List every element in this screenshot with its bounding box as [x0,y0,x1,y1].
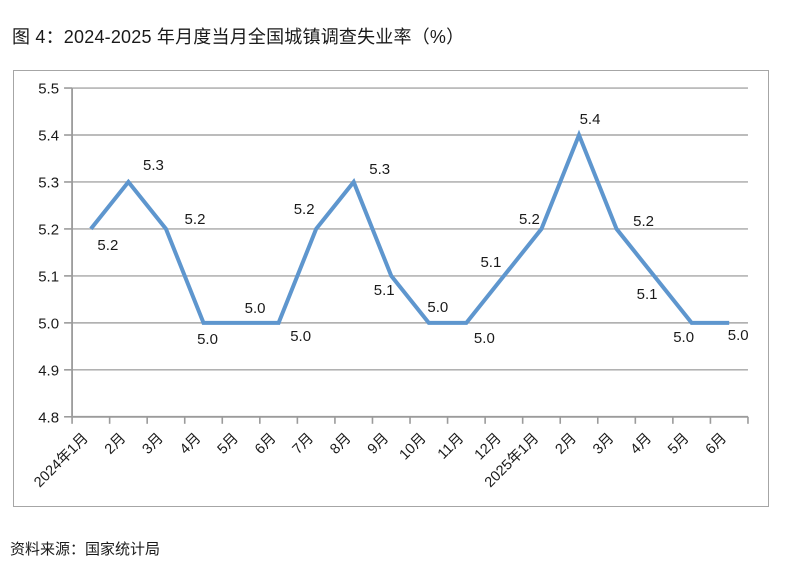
svg-text:5.0: 5.0 [673,329,694,346]
y-axis-labels: 4.8 4.9 5.0 5.1 5.2 5.3 5.4 5.5 [38,81,59,427]
svg-text:5.1: 5.1 [480,254,501,271]
svg-text:5月: 5月 [665,430,692,457]
svg-text:5.3: 5.3 [38,174,59,191]
svg-text:5.0: 5.0 [474,330,495,347]
svg-text:5.4: 5.4 [580,111,601,128]
value-labels: 5.2 5.3 5.2 5.0 5.0 5.0 5.2 5.3 5.1 5.0 5.0 5.1 5.2 5… [97,111,748,348]
svg-text:6月: 6月 [703,430,730,457]
svg-text:12月: 12月 [472,430,505,463]
svg-text:5.1: 5.1 [637,286,658,303]
source-note: 资料来源：国家统计局 [10,541,161,558]
svg-text:5.3: 5.3 [143,157,164,174]
svg-text:4.9: 4.9 [38,362,59,379]
svg-text:3月: 3月 [139,430,166,457]
svg-text:5.2: 5.2 [294,201,315,218]
svg-text:5.0: 5.0 [290,328,311,345]
svg-text:5.2: 5.2 [185,211,206,228]
gridlines [64,87,749,424]
svg-text:2024年1月: 2024年1月 [31,430,92,491]
svg-text:5.2: 5.2 [38,221,59,238]
svg-text:5.2: 5.2 [97,237,118,254]
svg-text:5.0: 5.0 [245,300,266,317]
svg-text:5.0: 5.0 [728,327,749,344]
svg-text:5.5: 5.5 [38,81,59,98]
svg-text:4月: 4月 [177,430,204,457]
svg-text:5.1: 5.1 [38,268,59,285]
svg-text:5月: 5月 [215,430,242,457]
svg-text:10月: 10月 [397,430,430,463]
chart-canvas: 4.8 4.9 5.0 5.1 5.2 5.3 5.4 5.5 2024年1月 2月 3月 4月 5月 6… [13,70,769,507]
svg-text:6月: 6月 [252,430,279,457]
svg-text:3月: 3月 [590,430,617,457]
svg-text:2月: 2月 [553,430,580,457]
svg-text:4.8: 4.8 [38,409,59,426]
svg-text:4月: 4月 [628,430,655,457]
svg-text:9月: 9月 [365,430,392,457]
svg-text:5.0: 5.0 [427,299,448,316]
data-line [89,129,730,325]
svg-text:5.2: 5.2 [519,211,540,228]
figure-title: 图 4：2024-2025 年月度当月全国城镇调查失业率（%） [12,27,465,47]
svg-text:5.0: 5.0 [38,315,59,332]
svg-text:7月: 7月 [290,430,317,457]
svg-text:2月: 2月 [102,430,129,457]
svg-text:5.2: 5.2 [633,213,654,230]
svg-text:8月: 8月 [327,430,354,457]
chart-svg: 4.8 4.9 5.0 5.1 5.2 5.3 5.4 5.5 2024年1月 2月 3月 4月 5月 6… [31,81,749,491]
svg-text:5.1: 5.1 [374,282,395,299]
svg-text:5.0: 5.0 [197,331,218,348]
svg-text:5.3: 5.3 [369,161,390,178]
svg-text:5.4: 5.4 [38,128,59,145]
svg-text:11月: 11月 [435,430,467,462]
